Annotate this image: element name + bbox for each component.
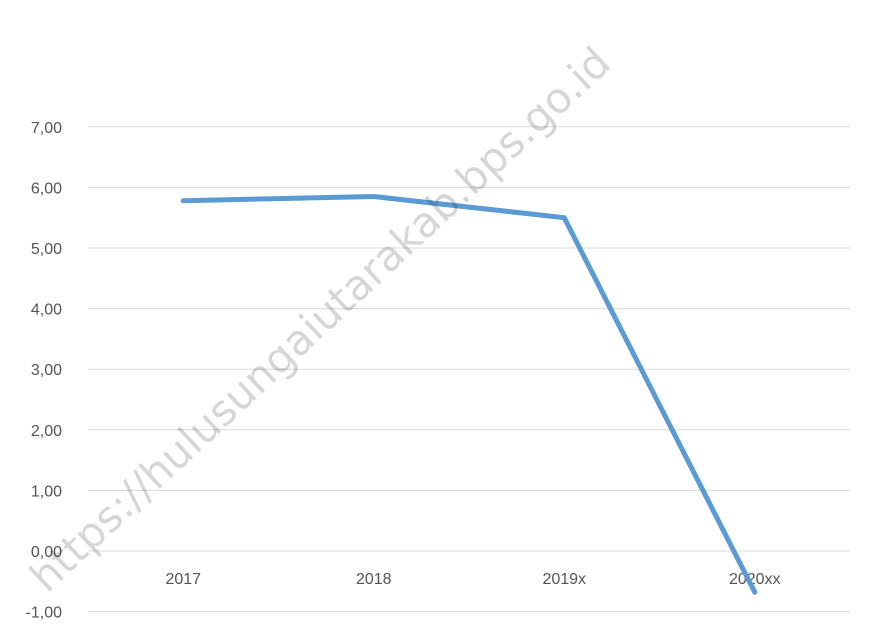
y-tick-label: 0,00: [31, 544, 62, 561]
y-tick-label: 3,00: [31, 362, 62, 379]
x-tick-label: 2019x: [542, 571, 586, 588]
x-tick-label: 2018: [356, 571, 392, 588]
watermark-text: https://hulusungaiutarakab.bps.go.id: [20, 37, 620, 601]
y-tick-label: 7,00: [31, 120, 62, 137]
y-tick-label: 2,00: [31, 423, 62, 440]
y-tick-label: 5,00: [31, 241, 62, 258]
gridlines: [88, 126, 850, 613]
y-tick-label: -1,00: [26, 605, 63, 622]
y-tick-label: 1,00: [31, 483, 62, 500]
y-tick-label: 4,00: [31, 302, 62, 319]
series-layer: [180, 193, 758, 595]
y-tick-label: 6,00: [31, 180, 62, 197]
series-line: [180, 193, 758, 595]
x-tick-label: 2017: [165, 571, 201, 588]
x-axis-ticks: 2017 2018 2019x 2020xx: [165, 571, 780, 588]
x-tick-label: 2020xx: [729, 571, 781, 588]
y-axis-ticks: -1,00 0,00 1,00 2,00 3,00 4,00 5,00 6,00 7,00: [26, 120, 63, 622]
